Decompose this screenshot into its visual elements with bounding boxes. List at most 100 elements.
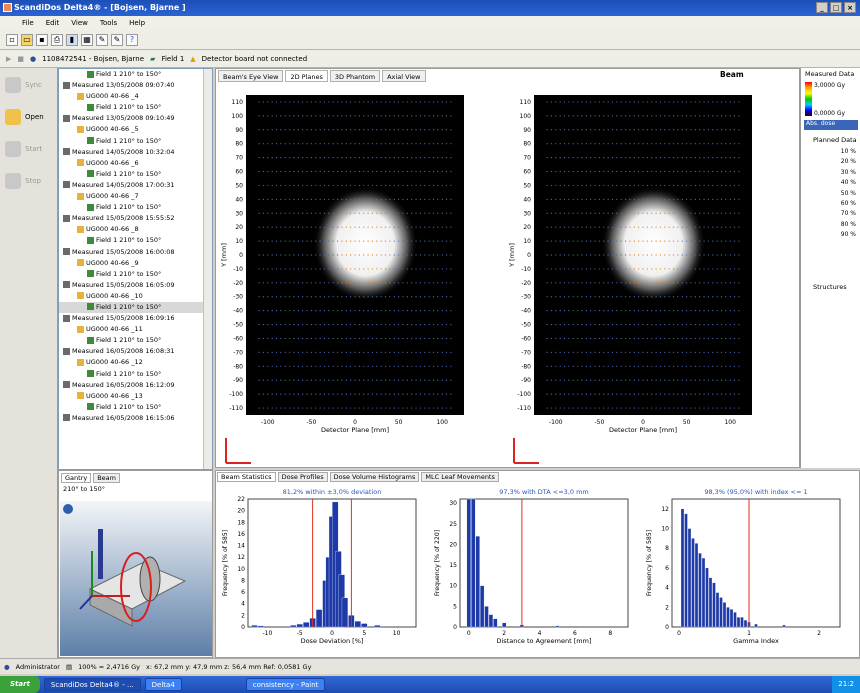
tree-item[interactable]: Field 1 210° to 150°: [59, 301, 212, 314]
detector-point: [668, 226, 670, 228]
tree-scrollbar[interactable]: [203, 69, 212, 469]
tree-item[interactable]: Field 1 210° to 150°: [59, 102, 212, 113]
detector-point: [655, 143, 657, 145]
tab-dose-volume-histograms[interactable]: Dose Volume Histograms: [329, 472, 420, 482]
taskbar-app-paint[interactable]: consistency - Paint: [245, 678, 326, 691]
tree-item[interactable]: UG000 40-66 _4: [59, 91, 212, 102]
start-menu-button[interactable]: Start: [0, 676, 40, 693]
chart-icon[interactable]: ▮: [66, 33, 78, 46]
detector-point: [345, 240, 347, 242]
gantry-3d-view[interactable]: [60, 501, 212, 656]
close-button[interactable]: ×: [844, 2, 856, 13]
isodose-level[interactable]: 30 %: [840, 168, 856, 176]
menu-tools[interactable]: Tools: [99, 19, 118, 27]
tree-item[interactable]: Field 1 210° to 150°: [59, 269, 212, 280]
tree-item[interactable]: UG000 40-66 _11: [59, 324, 212, 335]
taskbar-app-active[interactable]: ScandiDos Delta4® - ...: [43, 678, 141, 691]
tree-item[interactable]: Field 1 210° to 150°: [59, 369, 212, 380]
dose-mode-select[interactable]: Abs. dose: [804, 120, 858, 130]
tree-item[interactable]: Field 1 210° to 150°: [59, 69, 212, 80]
isodose-level[interactable]: 80 %: [840, 220, 856, 228]
tree-item[interactable]: Measured 16/05/2008 16:15:06: [59, 413, 212, 424]
table-icon[interactable]: ▦: [81, 33, 93, 46]
plane-plot[interactable]: 1101009080706050403020100-10-20-30-40-50…: [218, 83, 488, 468]
tab-2d-planes[interactable]: 2D Planes: [285, 70, 328, 82]
tree-item[interactable]: Field 1 210° to 150°: [59, 136, 212, 147]
tab-beam[interactable]: Beam: [93, 473, 120, 483]
tree-item[interactable]: Measured 16/05/2008 16:12:09: [59, 380, 212, 391]
tab-3d-phantom[interactable]: 3D Phantom: [329, 70, 381, 82]
tree-item[interactable]: Field 1 210° to 150°: [59, 335, 212, 346]
tab-beams-eye-view[interactable]: Beam's Eye View: [218, 70, 284, 82]
tree-item[interactable]: Measured 13/05/2008 09:07:40: [59, 80, 212, 91]
detector-point: [336, 379, 339, 381]
wand-icon[interactable]: ✎: [96, 33, 108, 46]
tree-item[interactable]: UG000 40-66 _9: [59, 258, 212, 269]
histogram[interactable]: 81,2% within ±3,0% deviation222018161412…: [218, 485, 428, 655]
open-folder-icon[interactable]: ▭: [21, 33, 33, 46]
taskbar-app-delta4[interactable]: Delta4: [144, 678, 182, 691]
tab-gantry[interactable]: Gantry: [61, 473, 92, 483]
y-tick-label: 10: [523, 238, 531, 245]
isodose-level[interactable]: 70 %: [840, 210, 856, 218]
tree-item[interactable]: Measured 16/05/2008 16:08:31: [59, 346, 212, 357]
tree-item[interactable]: UG000 40-66 _7: [59, 191, 212, 202]
play-icon[interactable]: ▶: [6, 54, 12, 63]
tab-dose-profiles[interactable]: Dose Profiles: [277, 472, 328, 482]
detector-point: [345, 212, 347, 214]
sync-button[interactable]: Sync: [2, 70, 56, 100]
detector-point: [280, 268, 282, 270]
isodose-level[interactable]: 40 %: [840, 179, 856, 187]
menu-view[interactable]: View: [71, 19, 88, 27]
detector-point: [450, 226, 452, 228]
tree-item[interactable]: Field 1 210° to 150°: [59, 169, 212, 180]
detector-point: [620, 115, 622, 117]
isodose-level[interactable]: 90 %: [840, 231, 856, 239]
detector-point: [284, 157, 286, 159]
tab-axial-view[interactable]: Axial View: [382, 70, 426, 82]
isodose-level[interactable]: 10 %: [840, 148, 856, 155]
tree-item[interactable]: UG000 40-66 _12: [59, 357, 212, 368]
maximize-button[interactable]: □: [830, 2, 842, 13]
menu-edit[interactable]: Edit: [45, 19, 60, 27]
tree-item[interactable]: Field 1 210° to 150°: [59, 402, 212, 413]
tree-item[interactable]: Field 1 210° to 150°: [59, 202, 212, 213]
open-button[interactable]: Open: [2, 102, 56, 132]
settings-icon[interactable]: ▤: [65, 663, 73, 671]
tab-mlc-leaf-movements[interactable]: MLC Leaf Movements: [421, 472, 499, 482]
tree-item[interactable]: Measured 13/05/2008 09:10:49: [59, 113, 212, 124]
start-button[interactable]: Start: [2, 134, 56, 164]
isodose-level[interactable]: 20 %: [840, 158, 856, 166]
detector-point: [415, 254, 417, 256]
tree-item[interactable]: UG000 40-66 _10: [59, 291, 212, 302]
tree-item[interactable]: Measured 15/05/2008 16:09:16: [59, 313, 212, 324]
tool-icon[interactable]: ✎: [111, 33, 123, 46]
new-icon[interactable]: ▫: [6, 33, 18, 46]
tree-item[interactable]: Measured 15/05/2008 15:55:52: [59, 213, 212, 224]
tree-item[interactable]: UG000 40-66 _13: [59, 391, 212, 402]
help-icon[interactable]: ?: [126, 33, 138, 46]
tree-item[interactable]: UG000 40-66 _6: [59, 158, 212, 169]
tree-item[interactable]: Measured 15/05/2008 16:05:09: [59, 280, 212, 291]
isodose-level[interactable]: 60 %: [840, 199, 856, 207]
tree-item[interactable]: Measured 14/05/2008 10:32:04: [59, 147, 212, 158]
menu-file[interactable]: File: [22, 19, 34, 27]
menu-help[interactable]: Help: [129, 19, 146, 27]
plane-plot[interactable]: 1101009080706050403020100-10-20-30-40-50…: [506, 83, 776, 468]
isodose-level[interactable]: 50 %: [840, 189, 856, 197]
print-icon[interactable]: ⎙: [51, 33, 63, 46]
tree-item[interactable]: UG000 40-66 _8: [59, 224, 212, 235]
tree-item[interactable]: Field 1 210° to 150°: [59, 235, 212, 246]
save-icon[interactable]: ▪: [36, 33, 48, 46]
stop-icon[interactable]: ■: [17, 54, 25, 63]
tree-item[interactable]: UG000 40-66 _5: [59, 124, 212, 135]
minimize-button[interactable]: _: [816, 2, 828, 13]
detector-point: [293, 365, 295, 367]
tree-item[interactable]: Measured 14/05/2008 17:00:31: [59, 180, 212, 191]
tree-item[interactable]: Measured 15/05/2008 16:00:08: [59, 247, 212, 258]
stop-button[interactable]: Stop: [2, 166, 56, 196]
tab-beam-statistics[interactable]: Beam Statistics: [217, 472, 276, 482]
detector-point: [271, 351, 273, 353]
